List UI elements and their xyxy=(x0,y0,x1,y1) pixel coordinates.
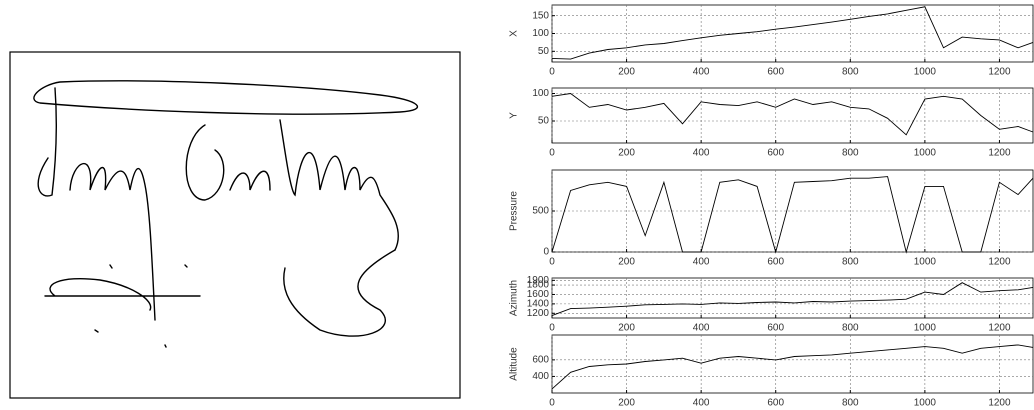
x-tick-label: 600 xyxy=(767,257,784,268)
data-line xyxy=(551,282,1034,317)
signature-stroke xyxy=(94,264,188,348)
y-axis-label: Pressure xyxy=(509,191,520,231)
x-tick-label: 0 xyxy=(549,67,555,78)
x-tick-label: 600 xyxy=(767,323,784,334)
x-tick-label: 1000 xyxy=(914,148,937,159)
signature-stroke xyxy=(44,277,201,311)
y-tick-label: 0 xyxy=(543,247,549,258)
x-tick-label: 0 xyxy=(549,148,555,159)
signature-stroke xyxy=(33,80,419,115)
y-axis-label: Azimuth xyxy=(509,280,520,316)
chart-panel: 0 200 400 600 800 1000 12001200140016001800190… xyxy=(509,275,1034,334)
x-tick-label: 0 xyxy=(549,323,555,334)
x-tick-label: 200 xyxy=(618,67,635,78)
chart-panel: 0 200 400 600 800 1000 1200 50 100 150 X xyxy=(509,4,1034,78)
plot-area xyxy=(551,334,1034,394)
y-axis-label: Y xyxy=(509,112,520,119)
y-tick-label: 600 xyxy=(532,354,549,365)
x-tick-label: 200 xyxy=(618,257,635,268)
x-tick-label: 1200 xyxy=(988,257,1011,268)
signature-stroke xyxy=(283,249,396,337)
chart-panel: 0 200 400 600 800 1000 1200 0 500 Pressure xyxy=(509,169,1034,268)
signature-frame xyxy=(9,51,461,399)
y-axis-label: X xyxy=(509,30,520,37)
x-tick-label: 400 xyxy=(693,67,710,78)
signature-stroke xyxy=(185,119,399,251)
x-tick-label: 1000 xyxy=(914,398,937,409)
x-tick-label: 200 xyxy=(618,398,635,409)
y-tick-label: 1900 xyxy=(527,275,550,286)
x-tick-label: 1200 xyxy=(988,148,1011,159)
y-tick-label: 50 xyxy=(538,116,550,127)
x-tick-label: 1200 xyxy=(988,398,1011,409)
x-tick-label: 800 xyxy=(842,67,859,78)
y-tick-label: 500 xyxy=(532,206,549,217)
y-tick-label: 1200 xyxy=(527,308,550,319)
x-tick-label: 0 xyxy=(549,257,555,268)
x-tick-label: 600 xyxy=(767,398,784,409)
x-tick-label: 800 xyxy=(842,257,859,268)
plot-area xyxy=(551,87,1034,144)
y-tick-label: 400 xyxy=(532,371,549,382)
data-line xyxy=(551,93,1034,136)
x-tick-label: 400 xyxy=(693,148,710,159)
chart-panel: 0 200 400 600 800 1000 1200 400 600 Altitude xyxy=(509,334,1034,409)
y-tick-label: 50 xyxy=(538,46,550,57)
x-tick-label: 600 xyxy=(767,67,784,78)
data-line xyxy=(551,6,1034,60)
x-tick-label: 1000 xyxy=(914,257,937,268)
y-tick-label: 1600 xyxy=(527,289,550,300)
x-tick-label: 1000 xyxy=(914,67,937,78)
x-tick-label: 200 xyxy=(618,323,635,334)
y-tick-label: 1800 xyxy=(527,280,550,291)
x-tick-label: 800 xyxy=(842,148,859,159)
x-tick-label: 400 xyxy=(693,257,710,268)
x-tick-label: 1200 xyxy=(988,67,1011,78)
y-tick-label: 100 xyxy=(532,88,549,99)
chart-panel: 0 200 400 600 800 1000 1200 50 100 Y xyxy=(509,87,1034,159)
y-tick-label: 1400 xyxy=(527,299,550,310)
x-tick-label: 1200 xyxy=(988,323,1011,334)
data-line xyxy=(551,176,1034,254)
y-tick-label: 100 xyxy=(532,28,549,39)
x-tick-label: 1000 xyxy=(914,323,937,334)
y-axis-label: Altitude xyxy=(509,347,520,381)
x-tick-label: 800 xyxy=(842,398,859,409)
x-tick-label: 800 xyxy=(842,323,859,334)
signature-image xyxy=(9,51,461,399)
x-tick-label: 600 xyxy=(767,148,784,159)
signature-stroke xyxy=(37,87,156,321)
plot-area xyxy=(551,277,1034,319)
data-line xyxy=(551,344,1034,390)
x-tick-label: 400 xyxy=(693,398,710,409)
x-tick-label: 200 xyxy=(618,148,635,159)
y-tick-label: 150 xyxy=(532,10,549,21)
x-tick-label: 400 xyxy=(693,323,710,334)
x-tick-label: 0 xyxy=(549,398,555,409)
